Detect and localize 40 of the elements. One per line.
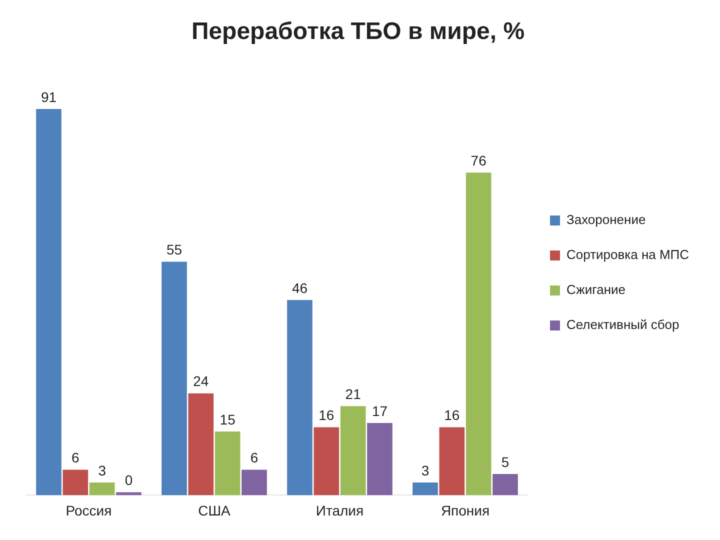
x-tick-label: Россия bbox=[66, 502, 112, 518]
data-label: 6 bbox=[72, 450, 80, 466]
legend-label: Сортировка на МПС bbox=[566, 247, 690, 262]
data-label: 0 bbox=[124, 472, 133, 488]
bar bbox=[492, 474, 518, 496]
legend-label: Селективный сбор bbox=[566, 317, 680, 332]
legend-label: Сжигание bbox=[566, 282, 626, 298]
bar bbox=[367, 423, 392, 496]
data-label: 15 bbox=[220, 411, 236, 428]
bar bbox=[188, 393, 214, 496]
bar bbox=[162, 262, 187, 496]
x-tick-label: Япония bbox=[440, 502, 490, 518]
bar bbox=[89, 482, 115, 496]
bar bbox=[287, 300, 312, 496]
x-tick-label: Италия bbox=[316, 502, 364, 518]
data-label: 5 bbox=[501, 454, 510, 470]
bar bbox=[439, 427, 465, 496]
bar bbox=[466, 172, 492, 496]
bar bbox=[340, 406, 366, 496]
bar bbox=[62, 470, 88, 496]
bar bbox=[314, 427, 340, 496]
chart-title: Переработка ТБО в мире, % bbox=[191, 18, 525, 46]
data-label: 55 bbox=[166, 242, 182, 258]
data-label: 24 bbox=[193, 373, 209, 390]
data-label: 91 bbox=[40, 88, 57, 105]
bar bbox=[412, 482, 438, 496]
data-label: 3 bbox=[98, 462, 106, 478]
data-label: 46 bbox=[292, 280, 308, 296]
data-label: 6 bbox=[250, 450, 258, 466]
x-tick-label: США bbox=[198, 502, 232, 518]
data-label: 16 bbox=[318, 407, 334, 424]
bar bbox=[242, 470, 267, 496]
legend-label: Захоронение bbox=[566, 212, 646, 228]
bar bbox=[36, 108, 62, 496]
data-label: 17 bbox=[372, 402, 388, 419]
data-label: 76 bbox=[470, 152, 487, 169]
data-label: 3 bbox=[421, 462, 430, 478]
data-label: 16 bbox=[444, 407, 460, 424]
bar bbox=[214, 432, 240, 496]
data-label: 21 bbox=[345, 386, 362, 402]
